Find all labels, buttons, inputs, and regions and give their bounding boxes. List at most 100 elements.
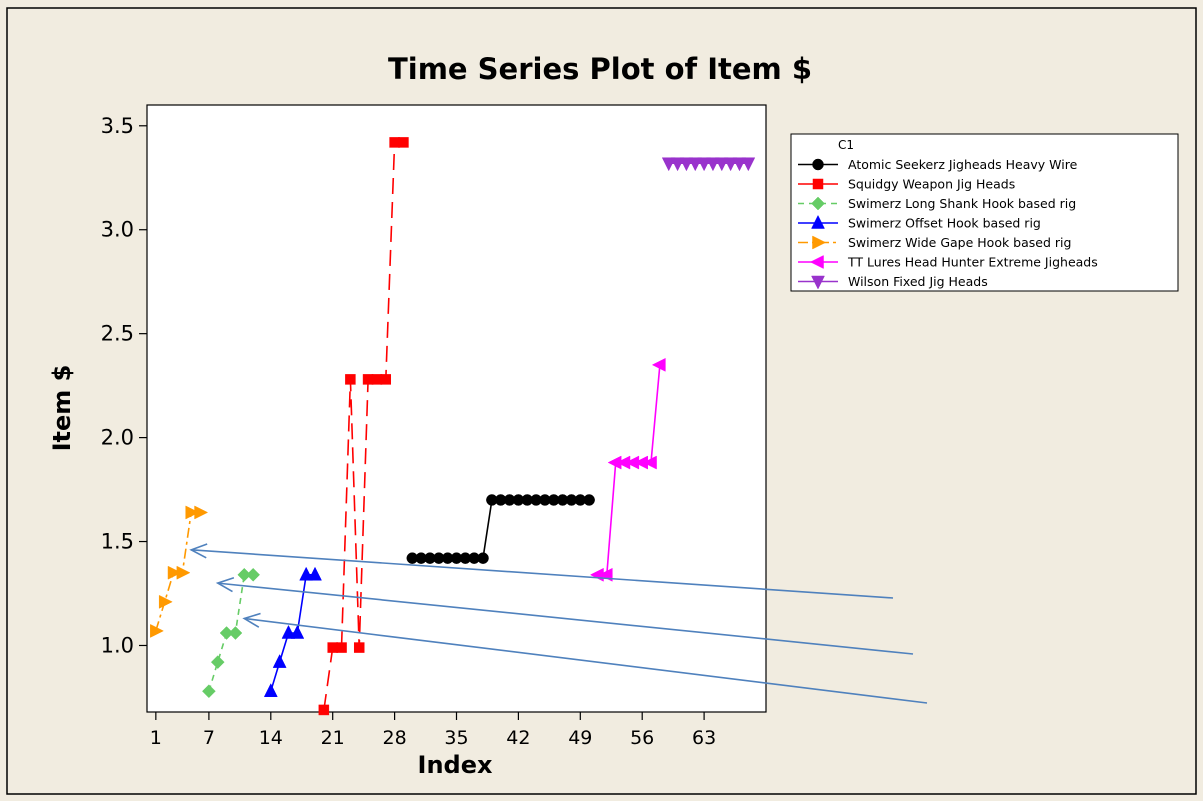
- series-layer: [150, 137, 756, 716]
- series-wilson-fixed-jig-heads: [661, 157, 756, 172]
- data-point-squidgy-weapon-jig-heads: [362, 374, 374, 385]
- data-point-swimerz-wide-gape-hook-based-rig: [185, 505, 200, 520]
- legend-entry-swimerz-offset-hook-based-rig: Swimerz Offset Hook based rig: [798, 214, 1041, 231]
- legend-label: Swimerz Offset Hook based rig: [848, 216, 1041, 231]
- annotation-arrows: [189, 543, 928, 704]
- data-point-squidgy-weapon-jig-heads: [398, 137, 409, 148]
- series-line-squidgy-weapon-jig-heads: [323, 141, 404, 711]
- data-point-squidgy-weapon-jig-heads: [389, 137, 400, 148]
- y-tick-label: 2.0: [101, 426, 134, 450]
- data-point-swimerz-long-shank-hook-based-rig: [202, 684, 216, 699]
- annotation-arrow-shaft: [191, 549, 894, 599]
- legend-label: TT Lures Head Hunter Extreme Jigheads: [847, 255, 1098, 270]
- data-point-swimerz-offset-hook-based-rig: [281, 624, 296, 639]
- data-point-swimerz-offset-hook-based-rig: [272, 654, 287, 668]
- legend-label: Wilson Fixed Jig Heads: [848, 274, 988, 289]
- legend-label: Atomic Seekerz Jigheads Heavy Wire: [848, 157, 1078, 172]
- data-point-atomic-seekerz-jigheads-heavy-wire: [477, 552, 489, 564]
- data-point-squidgy-weapon-jig-heads: [336, 642, 347, 653]
- data-point-wilson-fixed-jig-heads: [697, 157, 712, 172]
- y-tick-label: 2.5: [101, 322, 134, 346]
- legend-entry-swimerz-long-shank-hook-based-rig: Swimerz Long Shank Hook based rig: [798, 196, 1076, 211]
- data-point-wilson-fixed-jig-heads: [706, 157, 720, 172]
- annotation-arrow-head: [242, 612, 261, 628]
- chart-title: Time Series Plot of Item $: [388, 52, 812, 86]
- x-axis-ticks: 1 7 14 21 28 35 42 49 56 63: [150, 712, 716, 749]
- y-tick-label: 3.5: [101, 114, 134, 138]
- plot-area: [146, 104, 767, 713]
- x-tick-label: 21: [321, 727, 345, 749]
- x-tick-label: 1: [150, 727, 162, 749]
- x-tick-label: 7: [203, 727, 215, 749]
- y-axis-label: Item $: [48, 365, 76, 452]
- x-tick-label: 56: [630, 727, 654, 749]
- annotation-arrow-head: [189, 543, 208, 559]
- data-point-squidgy-weapon-jig-heads: [380, 374, 392, 385]
- series-atomic-seekerz-jigheads-heavy-wire: [406, 494, 595, 564]
- legend-entry-squidgy-weapon-jig-heads: Squidgy Weapon Jig Heads: [798, 177, 1015, 192]
- data-point-swimerz-offset-hook-based-rig: [290, 624, 305, 639]
- data-point-swimerz-long-shank-hook-based-rig: [228, 626, 243, 640]
- data-point-tt-lures-head-hunter-extreme-jigheads: [651, 357, 666, 372]
- legend-entry-swimerz-wide-gape-hook-based-rig: Swimerz Wide Gape Hook based rig: [798, 235, 1071, 250]
- x-tick-label: 49: [568, 727, 592, 749]
- data-point-swimerz-long-shank-hook-based-rig: [246, 567, 260, 582]
- data-point-squidgy-weapon-jig-heads: [345, 374, 356, 385]
- data-point-swimerz-offset-hook-based-rig: [308, 566, 322, 581]
- legend-entry-tt-lures-head-hunter-extreme-jigheads: TT Lures Head Hunter Extreme Jigheads: [798, 255, 1098, 270]
- legend-swatch-marker: [812, 178, 824, 190]
- x-tick-label: 14: [259, 727, 283, 749]
- legend-swatch-marker: [811, 275, 825, 290]
- data-point-wilson-fixed-jig-heads: [679, 157, 694, 172]
- x-tick-label: 35: [444, 727, 468, 749]
- y-tick-label: 1.5: [101, 530, 134, 554]
- x-tick-label: 28: [383, 727, 407, 749]
- data-point-wilson-fixed-jig-heads: [714, 157, 729, 172]
- legend-swatch-marker: [811, 214, 825, 229]
- data-point-squidgy-weapon-jig-heads: [318, 704, 330, 716]
- series-swimerz-offset-hook-based-rig: [263, 566, 322, 697]
- data-point-squidgy-weapon-jig-heads: [353, 642, 365, 653]
- data-point-squidgy-weapon-jig-heads: [327, 642, 338, 653]
- y-axis-ticks: 1.0 1.5 2.0 2.5 3.0 3.5: [101, 114, 147, 657]
- data-point-wilson-fixed-jig-heads: [661, 157, 676, 172]
- series-swimerz-long-shank-hook-based-rig: [202, 567, 260, 699]
- data-point-squidgy-weapon-jig-heads: [371, 374, 383, 385]
- data-point-swimerz-wide-gape-hook-based-rig: [150, 624, 164, 638]
- annotation-arrow-shaft: [217, 582, 914, 655]
- data-point-wilson-fixed-jig-heads: [670, 157, 685, 172]
- x-tick-label: 63: [692, 727, 716, 749]
- x-tick-label: 42: [506, 727, 530, 749]
- annotation-arrow-head: [215, 577, 235, 593]
- legend-label: Swimerz Long Shank Hook based rig: [848, 196, 1076, 211]
- y-tick-label: 1.0: [101, 633, 134, 657]
- data-point-swimerz-wide-gape-hook-based-rig: [194, 505, 209, 520]
- legend-label: Squidgy Weapon Jig Heads: [848, 177, 1015, 192]
- legend-box: [790, 133, 1179, 292]
- data-point-wilson-fixed-jig-heads: [723, 157, 738, 172]
- series-squidgy-weapon-jig-heads: [318, 137, 409, 716]
- legend-swatch-marker: [812, 158, 824, 171]
- legend: C1 Atomic Seekerz Jigheads Heavy Wire Squ…: [790, 133, 1179, 292]
- legend-swatch-marker: [811, 196, 825, 211]
- legend-label: Swimerz Wide Gape Hook based rig: [848, 235, 1071, 250]
- series-swimerz-wide-gape-hook-based-rig: [150, 505, 209, 638]
- data-point-wilson-fixed-jig-heads: [732, 157, 747, 172]
- annotation-arrow: [242, 612, 928, 704]
- data-point-wilson-fixed-jig-heads: [741, 157, 756, 172]
- legend-swatch-marker: [809, 255, 824, 269]
- data-point-tt-lures-head-hunter-extreme-jigheads: [642, 455, 657, 470]
- data-point-swimerz-long-shank-hook-based-rig: [210, 655, 225, 669]
- data-point-swimerz-offset-hook-based-rig: [263, 683, 278, 697]
- legend-items: Atomic Seekerz Jigheads Heavy Wire Squidg…: [798, 157, 1098, 290]
- x-axis-label: Index: [418, 751, 493, 779]
- annotation-arrow-shaft: [244, 617, 928, 704]
- annotation-arrow: [215, 577, 914, 655]
- data-point-atomic-seekerz-jigheads-heavy-wire: [583, 494, 595, 506]
- data-point-swimerz-offset-hook-based-rig: [299, 566, 314, 581]
- legend-swatch-marker: [812, 235, 827, 250]
- legend-entry-atomic-seekerz-jigheads-heavy-wire: Atomic Seekerz Jigheads Heavy Wire: [798, 157, 1078, 172]
- y-tick-label: 3.0: [101, 218, 134, 242]
